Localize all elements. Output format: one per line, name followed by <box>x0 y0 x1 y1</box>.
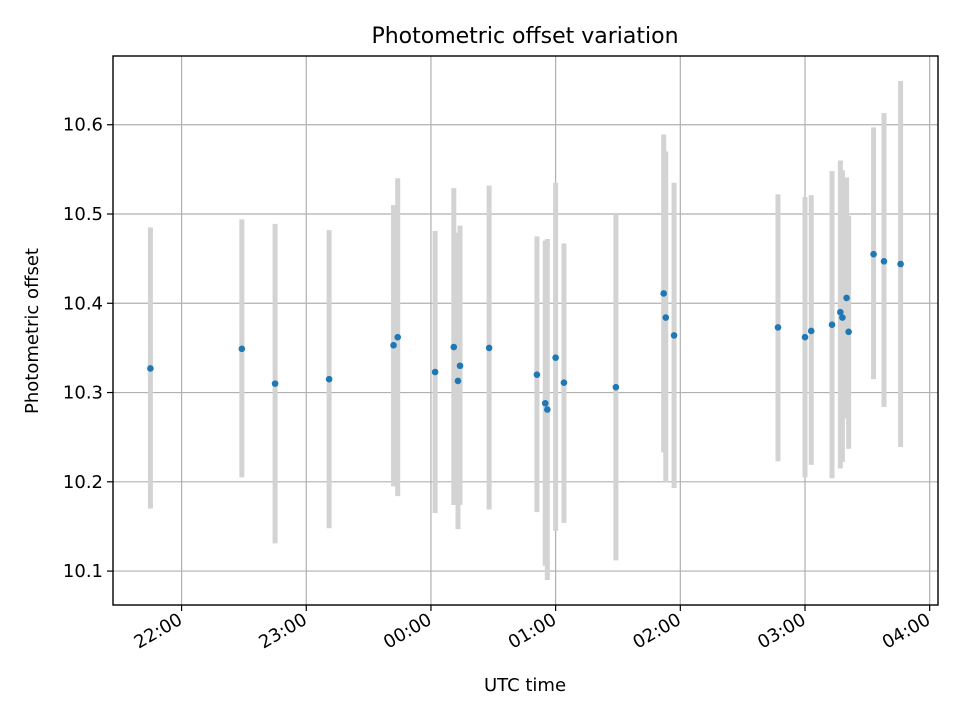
data-point <box>147 365 154 372</box>
y-tick-label: 10.5 <box>63 204 103 225</box>
x-axis-label: UTC time <box>484 675 566 696</box>
y-tick-label: 10.2 <box>63 472 103 493</box>
data-point <box>560 379 568 387</box>
y-tick-label: 10.6 <box>63 115 103 136</box>
data-point <box>390 341 397 349</box>
data-point <box>456 362 464 370</box>
data-point <box>880 258 888 265</box>
chart-title: Photometric offset variation <box>371 24 678 49</box>
y-tick-label: 10.4 <box>63 293 103 314</box>
y-axis-label: Photometric offset <box>22 248 43 414</box>
data-point <box>238 345 246 353</box>
data-point <box>541 399 549 407</box>
data-point <box>454 377 462 385</box>
y-tick-label: 10.3 <box>63 383 103 404</box>
data-point <box>837 308 844 316</box>
data-point <box>394 333 401 341</box>
data-point <box>774 324 782 331</box>
data-point <box>801 333 809 341</box>
data-point <box>271 380 279 387</box>
data-point <box>660 290 667 297</box>
data-point <box>845 328 852 336</box>
data-points <box>147 250 904 413</box>
data-point <box>870 250 877 258</box>
y-tick-label: 10.1 <box>63 561 103 582</box>
data-point <box>839 314 846 321</box>
plot-frame <box>112 55 939 606</box>
data-point <box>431 368 439 376</box>
data-point <box>828 321 836 328</box>
data-point <box>843 294 850 302</box>
data-point <box>612 383 620 391</box>
data-point <box>533 371 541 378</box>
data-point <box>897 260 904 268</box>
data-point <box>325 375 333 383</box>
data-point <box>807 327 815 335</box>
data-point <box>485 344 493 352</box>
data-point <box>544 406 551 413</box>
data-point <box>670 332 678 339</box>
data-point <box>552 354 559 362</box>
data-point <box>450 343 458 351</box>
data-point <box>662 314 670 321</box>
